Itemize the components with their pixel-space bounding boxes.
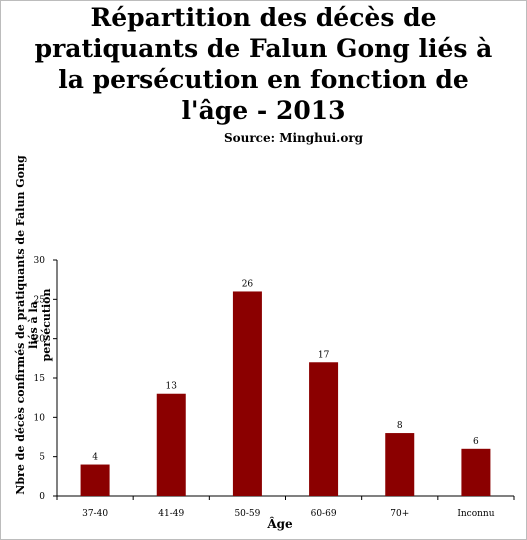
bar (232, 291, 262, 496)
bar (309, 362, 339, 496)
bar-value-label: 8 (397, 421, 403, 431)
y-tick-label: 30 (34, 256, 46, 266)
y-tick-label: 20 (34, 335, 46, 345)
y-tick-label: 0 (39, 492, 45, 502)
y-tick-label: 25 (34, 295, 46, 305)
bar-value-label: 17 (318, 350, 330, 360)
bar-value-label: 6 (473, 437, 479, 447)
bar (461, 448, 491, 496)
chart-title-line: Répartition des décès de (90, 3, 437, 32)
bar-value-label: 26 (242, 279, 254, 289)
x-tick-label: Inconnu (457, 509, 494, 519)
x-tick-label: 60-69 (311, 509, 337, 519)
chart-title-line: la persécution en fonction de (58, 65, 469, 94)
y-tick-label: 10 (34, 413, 46, 423)
chart-subtitle: Source: Minghui.org (223, 131, 364, 145)
bar (80, 464, 110, 496)
x-tick-label: 37-40 (82, 509, 108, 519)
x-tick-label: 70+ (390, 509, 409, 519)
chart-title: Répartition des décès de pratiquants de … (0, 2, 527, 126)
chart-title-line: l'âge - 2013 (181, 96, 346, 125)
bar-value-label: 13 (166, 382, 178, 392)
bar (156, 393, 186, 496)
chart-title-line: pratiquants de Falun Gong liés à (34, 34, 493, 63)
y-tick-label: 15 (34, 374, 46, 384)
x-axis-label: Âge (267, 517, 293, 531)
bar (385, 433, 415, 496)
x-tick-label: 41-49 (158, 509, 184, 519)
bar-value-label: 4 (92, 453, 98, 463)
x-tick-label: 50-59 (234, 509, 260, 519)
y-tick-label: 5 (39, 453, 45, 463)
